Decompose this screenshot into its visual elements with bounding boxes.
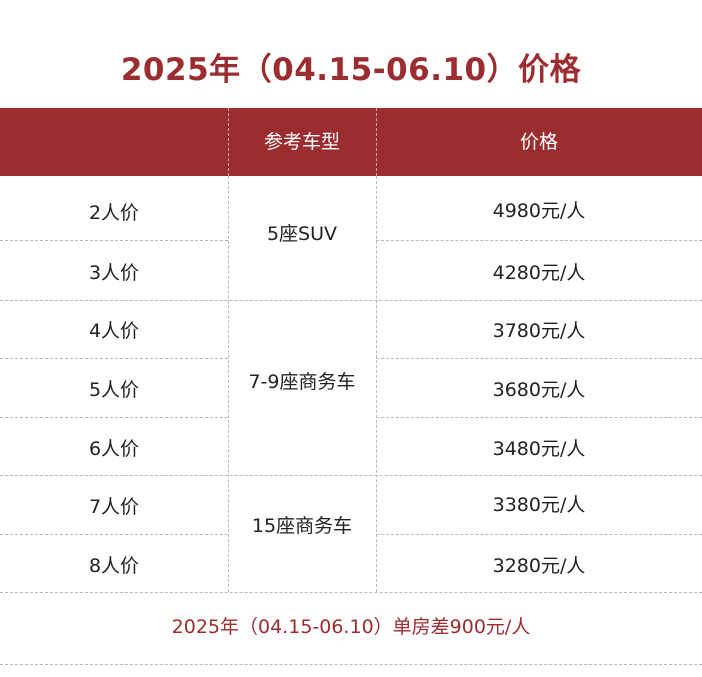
- header-col-vehicle: 参考车型: [263, 131, 340, 153]
- row-divider: [0, 358, 228, 359]
- row-people: 4人价: [88, 319, 140, 342]
- header-col-people: [0, 108, 228, 176]
- row-divider: [376, 534, 702, 535]
- column-divider: [376, 176, 377, 592]
- row-divider: [0, 475, 702, 476]
- row-price: 3680元/人: [492, 378, 586, 401]
- row-people: 2人价: [88, 201, 140, 224]
- vehicle-cell: 7-9座商务车: [248, 371, 356, 393]
- row-divider: [0, 300, 702, 301]
- row-people: 7人价: [88, 495, 140, 518]
- vehicle-cell: 15座商务车: [251, 515, 353, 537]
- row-price: 3780元/人: [492, 319, 586, 342]
- row-people: 8人价: [88, 554, 140, 577]
- row-price: 3380元/人: [492, 493, 586, 516]
- page-title: 2025年（04.15-06.10）价格: [120, 52, 582, 88]
- row-divider: [0, 417, 228, 418]
- row-divider: [376, 417, 702, 418]
- column-divider: [228, 176, 229, 592]
- row-price: 3280元/人: [492, 554, 586, 577]
- row-price: 4280元/人: [492, 261, 586, 284]
- table-header: 参考车型 价格: [0, 108, 702, 176]
- vehicle-cell: 5座SUV: [266, 222, 338, 245]
- footer-note: 2025年（04.15-06.10）单房差900元/人: [171, 616, 531, 638]
- header-divider: [228, 108, 229, 176]
- row-divider: [0, 240, 228, 241]
- row-divider: [0, 664, 702, 665]
- row-price: 4980元/人: [492, 199, 586, 222]
- row-divider: [376, 358, 702, 359]
- row-divider: [0, 592, 702, 593]
- header-divider: [376, 108, 377, 176]
- row-price: 3480元/人: [492, 437, 586, 460]
- row-people: 5人价: [88, 378, 140, 401]
- row-divider: [0, 534, 228, 535]
- row-people: 6人价: [88, 437, 140, 460]
- header-col-price: 价格: [519, 131, 558, 153]
- row-divider: [376, 240, 702, 241]
- row-people: 3人价: [88, 261, 140, 284]
